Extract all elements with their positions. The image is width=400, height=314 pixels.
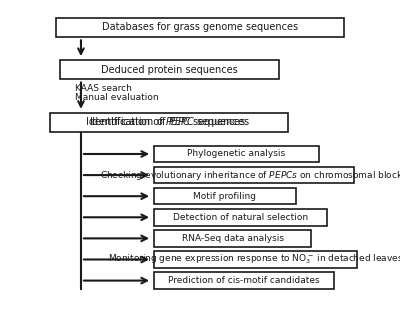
Text: Prediction of cis-motif candidates: Prediction of cis-motif candidates	[168, 276, 320, 285]
Text: KAAS search: KAAS search	[75, 84, 132, 93]
FancyBboxPatch shape	[154, 272, 334, 289]
FancyBboxPatch shape	[56, 18, 344, 37]
FancyBboxPatch shape	[154, 251, 358, 268]
Text: Identification of: Identification of	[86, 117, 166, 127]
FancyBboxPatch shape	[154, 167, 354, 183]
Text: Detection of natural selection: Detection of natural selection	[173, 213, 308, 222]
Text: Databases for grass genome sequences: Databases for grass genome sequences	[102, 22, 298, 32]
FancyBboxPatch shape	[154, 188, 296, 204]
Text: Deduced protein sequences: Deduced protein sequences	[101, 65, 238, 75]
Text: RNA-Seq data analysis: RNA-Seq data analysis	[182, 234, 284, 243]
Text: Phylogenetic analysis: Phylogenetic analysis	[188, 149, 286, 159]
FancyBboxPatch shape	[50, 112, 288, 132]
FancyBboxPatch shape	[154, 230, 311, 247]
Text: Checking evolutionary inheritance of $\mathit{PEPCs}$ on chromosomal blocks: Checking evolutionary inheritance of $\m…	[100, 169, 400, 181]
FancyBboxPatch shape	[154, 209, 327, 225]
Text: Identification of $\mathit{PEPC}$ sequences: Identification of $\mathit{PEPC}$ sequen…	[89, 115, 250, 129]
FancyBboxPatch shape	[60, 60, 279, 79]
Text: $\mathit{PEPC}$ sequences: $\mathit{PEPC}$ sequences	[166, 115, 247, 129]
Text: Motif profiling: Motif profiling	[194, 192, 256, 201]
Text: Manual evaluation: Manual evaluation	[75, 93, 159, 102]
FancyBboxPatch shape	[154, 146, 319, 162]
Text: Monitoring gene expression response to NO$_3^-$ in detached leaves: Monitoring gene expression response to N…	[108, 253, 400, 266]
